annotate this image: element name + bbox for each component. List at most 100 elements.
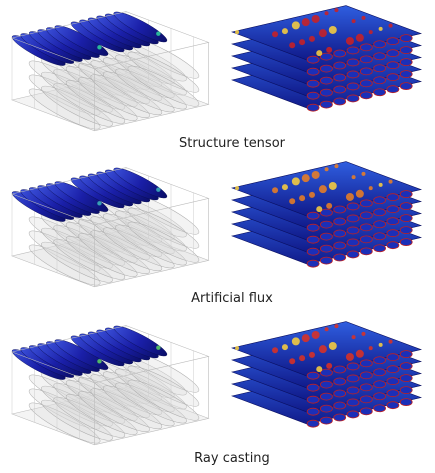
fiber-end: [307, 56, 319, 63]
page: Structure tensor Artificial flux Ray cas…: [0, 0, 435, 473]
fiber-end: [374, 233, 386, 240]
fiber-end: [387, 86, 399, 93]
hot-spot: [346, 353, 354, 361]
volume-render-left: [9, 322, 208, 449]
hot-spot: [309, 192, 315, 198]
fiber-end: [320, 381, 332, 388]
hot-spot: [362, 332, 366, 336]
hot-spot: [362, 16, 366, 20]
fiber-end: [387, 38, 399, 45]
hot-spot: [334, 164, 338, 168]
fiber-end: [334, 86, 346, 93]
hot-spot: [346, 37, 354, 45]
fiber-end: [320, 405, 332, 412]
hot-spot: [352, 175, 356, 179]
hot-spot: [302, 174, 310, 182]
fiber-end: [320, 245, 332, 252]
hot-spot: [369, 346, 373, 350]
hot-spot: [356, 34, 364, 42]
fiber-end: [334, 230, 346, 237]
volume-render-right: [232, 162, 421, 268]
hot-spot: [299, 355, 305, 361]
fiber-end: [334, 254, 346, 261]
hot-spot: [362, 172, 366, 176]
fiber-end: [320, 65, 332, 72]
highlight: [97, 359, 101, 363]
fiber-end: [334, 402, 346, 409]
fiber-end: [360, 80, 372, 87]
fiber-end: [320, 257, 332, 264]
fiber-end: [387, 354, 399, 361]
fiber-end: [320, 77, 332, 84]
fiber-end: [400, 47, 412, 54]
fiber-end: [374, 209, 386, 216]
hot-spot: [292, 337, 300, 345]
fiber-end: [400, 227, 412, 234]
fiber-end: [374, 405, 386, 412]
hot-spot: [272, 347, 278, 353]
fiber-end: [374, 77, 386, 84]
fiber-end: [387, 62, 399, 69]
fiber-end: [400, 239, 412, 246]
fiber-end: [347, 59, 359, 66]
hot-spot: [369, 30, 373, 34]
fiber-end: [374, 221, 386, 228]
hot-spot: [329, 182, 337, 190]
hot-spot: [326, 203, 332, 209]
fiber-end: [360, 384, 372, 391]
fiber-end: [320, 53, 332, 60]
fiber-end: [360, 212, 372, 219]
fiber-end: [387, 50, 399, 57]
fiber-end: [307, 212, 319, 219]
fiber-end: [400, 215, 412, 222]
fiber-end: [360, 224, 372, 231]
hot-spot: [299, 39, 305, 45]
hot-spot: [282, 184, 288, 190]
hot-spot: [309, 352, 315, 358]
fiber-end: [400, 203, 412, 210]
fiber-end: [387, 206, 399, 213]
hot-spot: [319, 345, 327, 353]
fiber-end: [374, 357, 386, 364]
hot-spot: [316, 206, 322, 212]
volume-render-left: [9, 164, 208, 291]
fiber-end: [387, 402, 399, 409]
fiber-end: [334, 62, 346, 69]
fiber-end: [360, 56, 372, 63]
fiber-end: [374, 197, 386, 204]
highlight: [156, 346, 160, 350]
hot-spot: [369, 186, 373, 190]
hot-spot: [352, 19, 356, 23]
fiber-end: [307, 92, 319, 99]
hot-spot: [272, 187, 278, 193]
hot-spot: [235, 186, 239, 190]
fiber-end: [360, 68, 372, 75]
fiber-end: [320, 417, 332, 424]
hot-spot: [302, 334, 310, 342]
fiber-end: [307, 68, 319, 75]
fiber-end: [307, 104, 319, 111]
fiber-end: [360, 200, 372, 207]
fiber-end: [307, 224, 319, 231]
fiber-end: [387, 390, 399, 397]
fiber-end: [320, 233, 332, 240]
highlight: [156, 188, 160, 192]
caption: Artificial flux: [191, 291, 273, 306]
fiber-end: [334, 390, 346, 397]
fiber-end: [374, 381, 386, 388]
fiber-end: [347, 47, 359, 54]
fiber-end: [400, 375, 412, 382]
fiber-end: [307, 396, 319, 403]
fiber-end: [374, 89, 386, 96]
caption: Structure tensor: [179, 136, 286, 151]
fiber-end: [387, 230, 399, 237]
hot-spot: [326, 363, 332, 369]
fiber-end: [347, 203, 359, 210]
hot-spot: [289, 42, 295, 48]
hot-spot: [379, 27, 383, 31]
fiber-end: [360, 408, 372, 415]
hot-spot: [325, 327, 329, 331]
fiber-end: [387, 218, 399, 225]
fiber-end: [334, 378, 346, 385]
fiber-end: [400, 363, 412, 370]
